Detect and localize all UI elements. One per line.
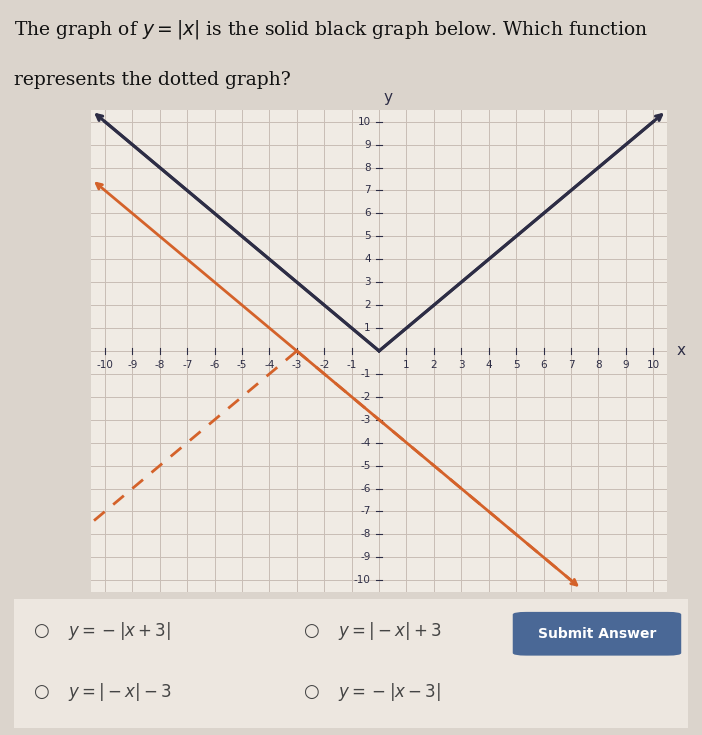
Text: 1: 1 [364,323,371,333]
Text: -4: -4 [264,359,274,370]
Text: $y = -|x-3|$: $y = -|x-3|$ [338,681,441,703]
Text: 4: 4 [485,359,492,370]
Text: ○: ○ [33,683,49,700]
FancyBboxPatch shape [512,612,681,656]
Text: 3: 3 [458,359,465,370]
Text: The graph of $y = |x|$ is the solid black graph below. Which function: The graph of $y = |x|$ is the solid blac… [14,18,648,41]
Text: 10: 10 [647,359,660,370]
Text: -10: -10 [97,359,114,370]
Text: -3: -3 [361,415,371,425]
Text: 6: 6 [541,359,547,370]
Text: -6: -6 [209,359,220,370]
Text: $y = -|x+3|$: $y = -|x+3|$ [68,620,171,642]
Text: -9: -9 [361,552,371,562]
Text: 2: 2 [430,359,437,370]
Text: represents the dotted graph?: represents the dotted graph? [14,71,291,88]
Text: ○: ○ [33,623,49,640]
Text: 10: 10 [358,117,371,126]
Text: 9: 9 [364,140,371,150]
Text: -5: -5 [361,461,371,470]
Text: ○: ○ [303,683,319,700]
Text: -6: -6 [361,484,371,493]
Text: Submit Answer: Submit Answer [538,627,656,641]
Text: -1: -1 [347,359,357,370]
FancyBboxPatch shape [0,595,702,731]
Text: -1: -1 [361,369,371,379]
Text: -9: -9 [127,359,138,370]
Text: -10: -10 [354,576,371,585]
Text: 4: 4 [364,254,371,265]
Text: ○: ○ [303,623,319,640]
Text: y: y [383,90,392,104]
Text: -2: -2 [361,392,371,402]
Text: -7: -7 [361,506,371,517]
Text: $y = |-x|+3$: $y = |-x|+3$ [338,620,442,642]
Text: 5: 5 [513,359,519,370]
Text: -3: -3 [291,359,302,370]
Text: -2: -2 [319,359,329,370]
Text: 6: 6 [364,209,371,218]
Text: -4: -4 [361,437,371,448]
Text: $y = |-x|-3$: $y = |-x|-3$ [68,681,172,703]
Text: 8: 8 [364,162,371,173]
Text: 2: 2 [364,300,371,310]
Text: 9: 9 [623,359,629,370]
Text: -7: -7 [182,359,192,370]
Text: 3: 3 [364,277,371,287]
Text: 7: 7 [568,359,574,370]
Text: 8: 8 [595,359,602,370]
Text: 5: 5 [364,232,371,241]
Text: -8: -8 [361,529,371,539]
Text: 7: 7 [364,185,371,196]
Text: 1: 1 [403,359,410,370]
Text: -8: -8 [154,359,165,370]
Text: -5: -5 [237,359,247,370]
Text: x: x [677,343,685,359]
